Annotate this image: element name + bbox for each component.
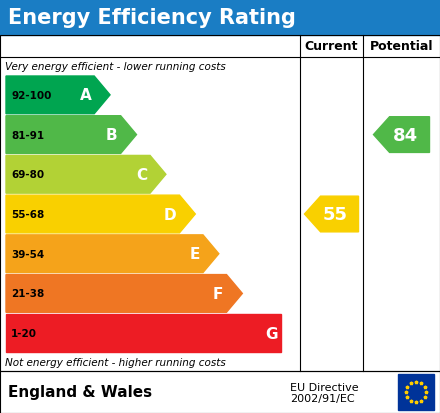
Bar — [0, 36, 440, 371]
Polygon shape — [6, 275, 242, 313]
Text: 81-91: 81-91 — [11, 130, 44, 140]
Polygon shape — [304, 197, 359, 232]
Text: 39-54: 39-54 — [11, 249, 44, 259]
Text: Current: Current — [305, 40, 358, 53]
Bar — [0, 0, 440, 36]
Text: EU Directive: EU Directive — [290, 382, 359, 392]
Text: 2002/91/EC: 2002/91/EC — [290, 393, 355, 403]
Text: 69-80: 69-80 — [11, 170, 44, 180]
Text: Energy Efficiency Rating: Energy Efficiency Rating — [8, 8, 296, 28]
Text: E: E — [190, 247, 200, 261]
Polygon shape — [6, 156, 166, 194]
Text: 92-100: 92-100 — [11, 90, 51, 101]
Text: C: C — [136, 167, 147, 183]
Polygon shape — [374, 117, 429, 153]
Text: 84: 84 — [393, 126, 418, 144]
Text: F: F — [213, 286, 224, 301]
Text: Potential: Potential — [370, 40, 433, 53]
Text: Very energy efficient - lower running costs: Very energy efficient - lower running co… — [5, 62, 226, 72]
Text: 55: 55 — [323, 206, 348, 223]
Polygon shape — [6, 77, 110, 114]
Polygon shape — [6, 196, 195, 233]
Text: B: B — [106, 128, 117, 143]
Polygon shape — [6, 116, 136, 154]
Bar — [398, 374, 434, 410]
Text: D: D — [164, 207, 176, 222]
Text: England & Wales: England & Wales — [8, 385, 152, 399]
Text: 55-68: 55-68 — [11, 209, 44, 219]
Text: Not energy efficient - higher running costs: Not energy efficient - higher running co… — [5, 357, 226, 367]
Text: A: A — [80, 88, 91, 103]
Text: 1-20: 1-20 — [11, 328, 37, 338]
Polygon shape — [6, 235, 219, 273]
Polygon shape — [6, 315, 281, 352]
Text: 21-38: 21-38 — [11, 289, 44, 299]
Bar — [0, 371, 440, 413]
Text: G: G — [265, 326, 278, 341]
